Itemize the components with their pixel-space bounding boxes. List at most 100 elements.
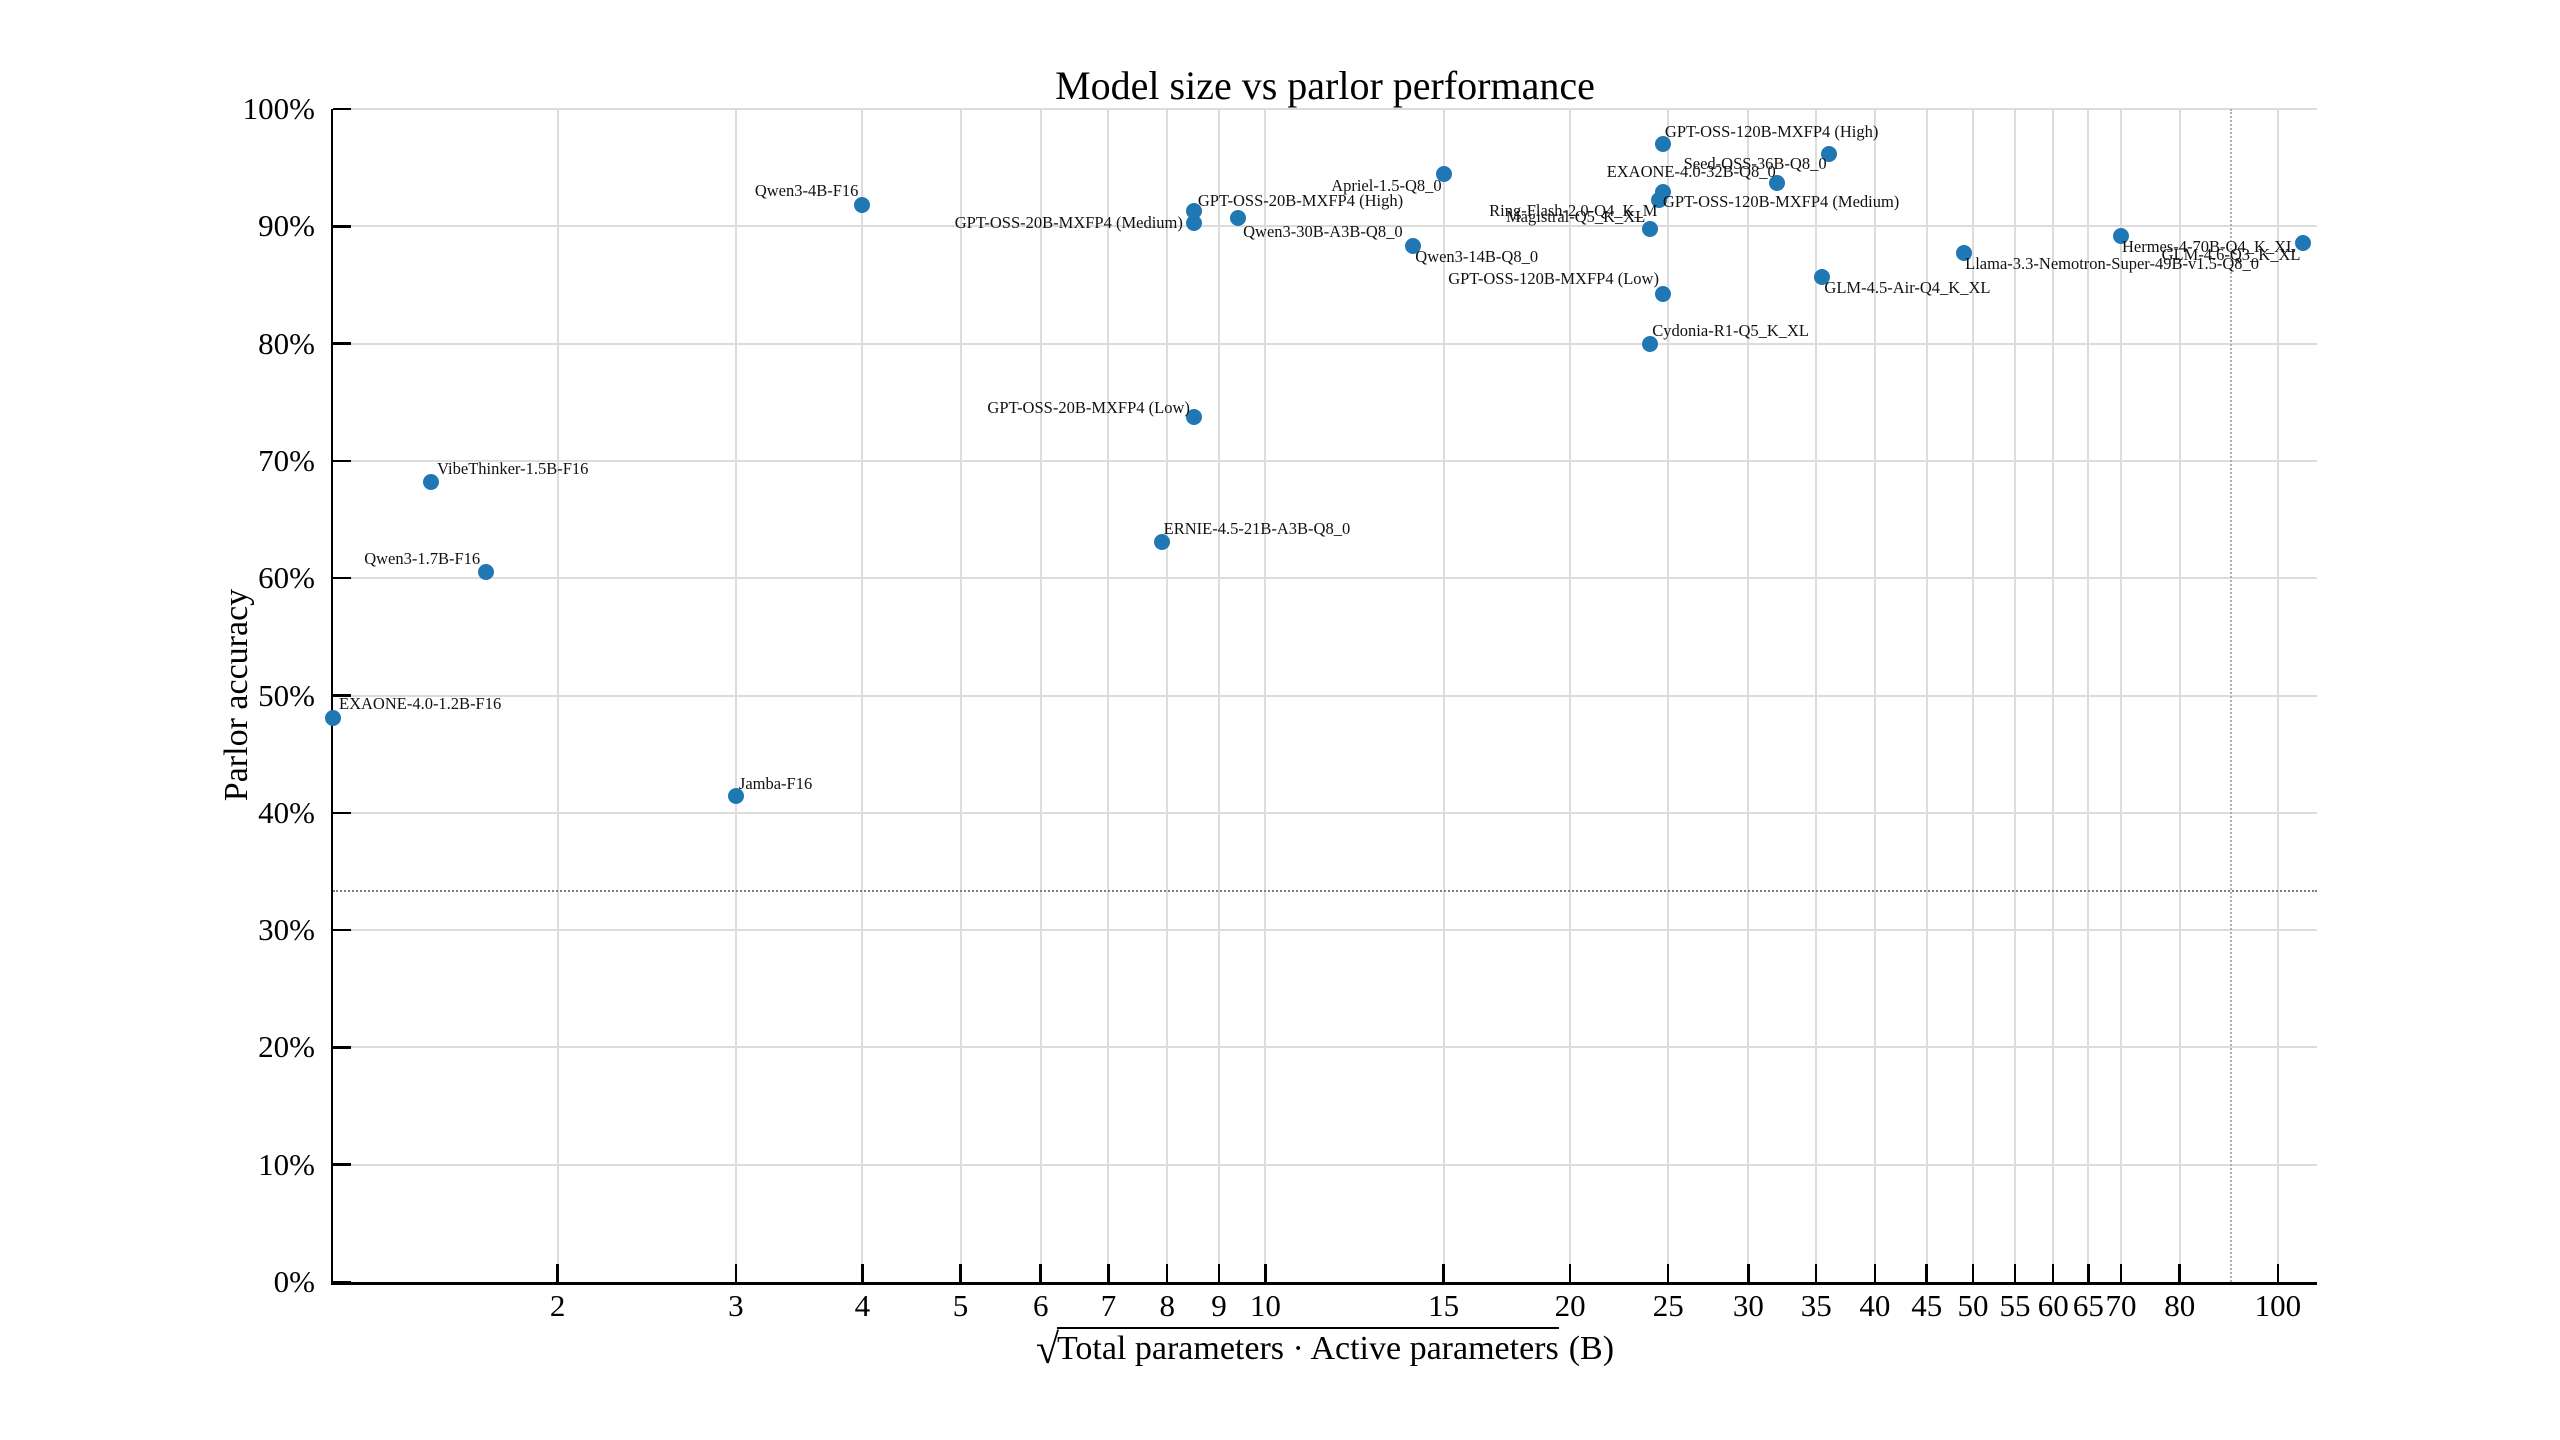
data-point-label: Jamba-F16 [738, 774, 813, 794]
x-tick-mark [1442, 1264, 1445, 1282]
data-point [1642, 220, 1659, 237]
x-tick-label: 35 [1800, 1288, 1832, 1323]
x-tick-label: 50 [1957, 1288, 1989, 1323]
data-point [1153, 533, 1170, 550]
data-point [1654, 286, 1671, 303]
x-gridline [2087, 109, 2090, 1282]
x-tick-label: 15 [1428, 1288, 1460, 1323]
x-tick-label: 45 [1911, 1288, 1943, 1323]
data-point-label: Hermes-4-70B-Q4_K_XL [2121, 236, 2297, 256]
y-tick-mark [333, 225, 351, 228]
x-tick-mark [2087, 1264, 2090, 1282]
x-gridline [2276, 109, 2279, 1282]
data-point-label: GPT-OSS-20B-MXFP4 (High) [1197, 191, 1404, 211]
data-point-label: ERNIE-4.5-21B-A3B-Q8_0 [1163, 518, 1351, 538]
x-tick-label: 80 [2164, 1288, 2196, 1323]
data-point [325, 709, 341, 726]
y-gridline [333, 459, 2317, 462]
y-tick-mark [333, 1046, 351, 1049]
y-tick-mark [333, 928, 351, 932]
x-gridline [2013, 109, 2016, 1282]
data-point-label: EXAONE-4.0-1.2B-F16 [339, 693, 502, 713]
data-point-label: Llama-3.3-Nemotron-Super-49B-v1.5-Q8_0 [1965, 254, 2259, 274]
y-tick-mark [333, 107, 351, 111]
data-point-label: GLM-4.6-Q3_K_XL [2161, 244, 2301, 264]
x-tick-label: 30 [1732, 1288, 1764, 1323]
x-tick-mark [1264, 1264, 1267, 1282]
x-gridline [959, 109, 962, 1282]
x-tick-mark [2178, 1264, 2181, 1282]
y-gridline [333, 577, 2317, 580]
data-point-label: Qwen3-4B-F16 [754, 181, 859, 201]
x-tick-label: 55 [1999, 1288, 2031, 1323]
data-point [2295, 234, 2312, 251]
x-tick-mark [1568, 1264, 1572, 1282]
y-tick-mark [333, 342, 351, 345]
x-tick-mark [1666, 1264, 1670, 1282]
x-gridline [1166, 109, 1169, 1282]
data-point-label: GPT-OSS-120B-MXFP4 (Medium) [1662, 192, 1900, 212]
y-tick-label: 50% [258, 677, 315, 713]
y-tick-label: 100% [242, 91, 315, 126]
x-gridline [1039, 109, 1042, 1282]
data-point [1185, 409, 1202, 426]
x-axis-label: √Total parameters · Active parameters (B) [333, 1326, 2317, 1374]
x-tick-label: 20 [1554, 1288, 1586, 1323]
x-tick-label: 2 [549, 1288, 566, 1323]
x-tick-mark [1747, 1264, 1750, 1282]
x-tick-mark [959, 1264, 962, 1282]
chance-baseline-line [333, 890, 2317, 893]
x-axis-spine [330, 1282, 2317, 1285]
data-point-label: GPT-OSS-20B-MXFP4 (Medium) [954, 212, 1183, 232]
x-gridline [556, 109, 559, 1282]
x-gridline [2052, 109, 2055, 1282]
data-point [1435, 165, 1452, 182]
x-tick-mark [2013, 1264, 2017, 1282]
y-gridline [333, 929, 2317, 932]
x-gridline [1107, 109, 1110, 1282]
x-gridline [1815, 109, 1818, 1282]
data-point [1820, 145, 1837, 162]
data-point-label: GPT-OSS-120B-MXFP4 (Low) [1448, 269, 1659, 289]
data-point [1185, 214, 1202, 231]
x-tick-mark [556, 1264, 559, 1282]
x-tick-label: 8 [1159, 1288, 1175, 1323]
x-gridline [1667, 109, 1670, 1282]
x-tick-mark [1039, 1264, 1042, 1282]
chart-title: Model size vs parlor performance [1055, 63, 1595, 108]
x-axis-label-radicand: Total parameters · Active parameters [1057, 1327, 1559, 1367]
x-tick-label: 5 [952, 1288, 969, 1323]
sqrt-radical-symbol: √ [1035, 1327, 1059, 1373]
data-point [423, 474, 440, 490]
y-tick-label: 10% [258, 1146, 315, 1182]
x-tick-mark [861, 1264, 864, 1282]
y-gridline [333, 225, 2317, 228]
data-point-label: Ring-Flash-2.0-Q4_K_M [1489, 201, 1658, 221]
data-point [1814, 268, 1831, 285]
x-tick-mark [1925, 1264, 1928, 1282]
x-gridline [2119, 109, 2122, 1282]
data-point [1405, 238, 1422, 255]
x-tick-label: 6 [1032, 1288, 1049, 1323]
y-gridline [333, 1163, 2317, 1166]
y-tick-mark [333, 576, 351, 580]
x-gridline [1972, 109, 1975, 1282]
data-point [1642, 335, 1659, 352]
data-point [854, 197, 871, 214]
y-tick-mark [333, 1163, 351, 1166]
y-gridline [333, 811, 2317, 814]
data-point-label: Cydonia-R1-Q5_K_XL [1652, 320, 1810, 340]
x-tick-mark [1814, 1264, 1818, 1282]
y-tick-label: 0% [273, 1264, 315, 1299]
x-tick-label: 40 [1859, 1288, 1891, 1323]
y-tick-label: 20% [258, 1029, 315, 1065]
x-gridline [1442, 109, 1445, 1282]
x-tick-mark [1873, 1264, 1877, 1282]
data-point-label: EXAONE-4.0-32B-Q8_0 [1606, 161, 1776, 181]
data-point [2112, 227, 2129, 244]
x-tick-label: 7 [1100, 1288, 1117, 1323]
y-tick-label: 80% [258, 325, 315, 361]
x-tick-label: 60 [2037, 1288, 2069, 1323]
x-tick-mark [2276, 1264, 2280, 1282]
